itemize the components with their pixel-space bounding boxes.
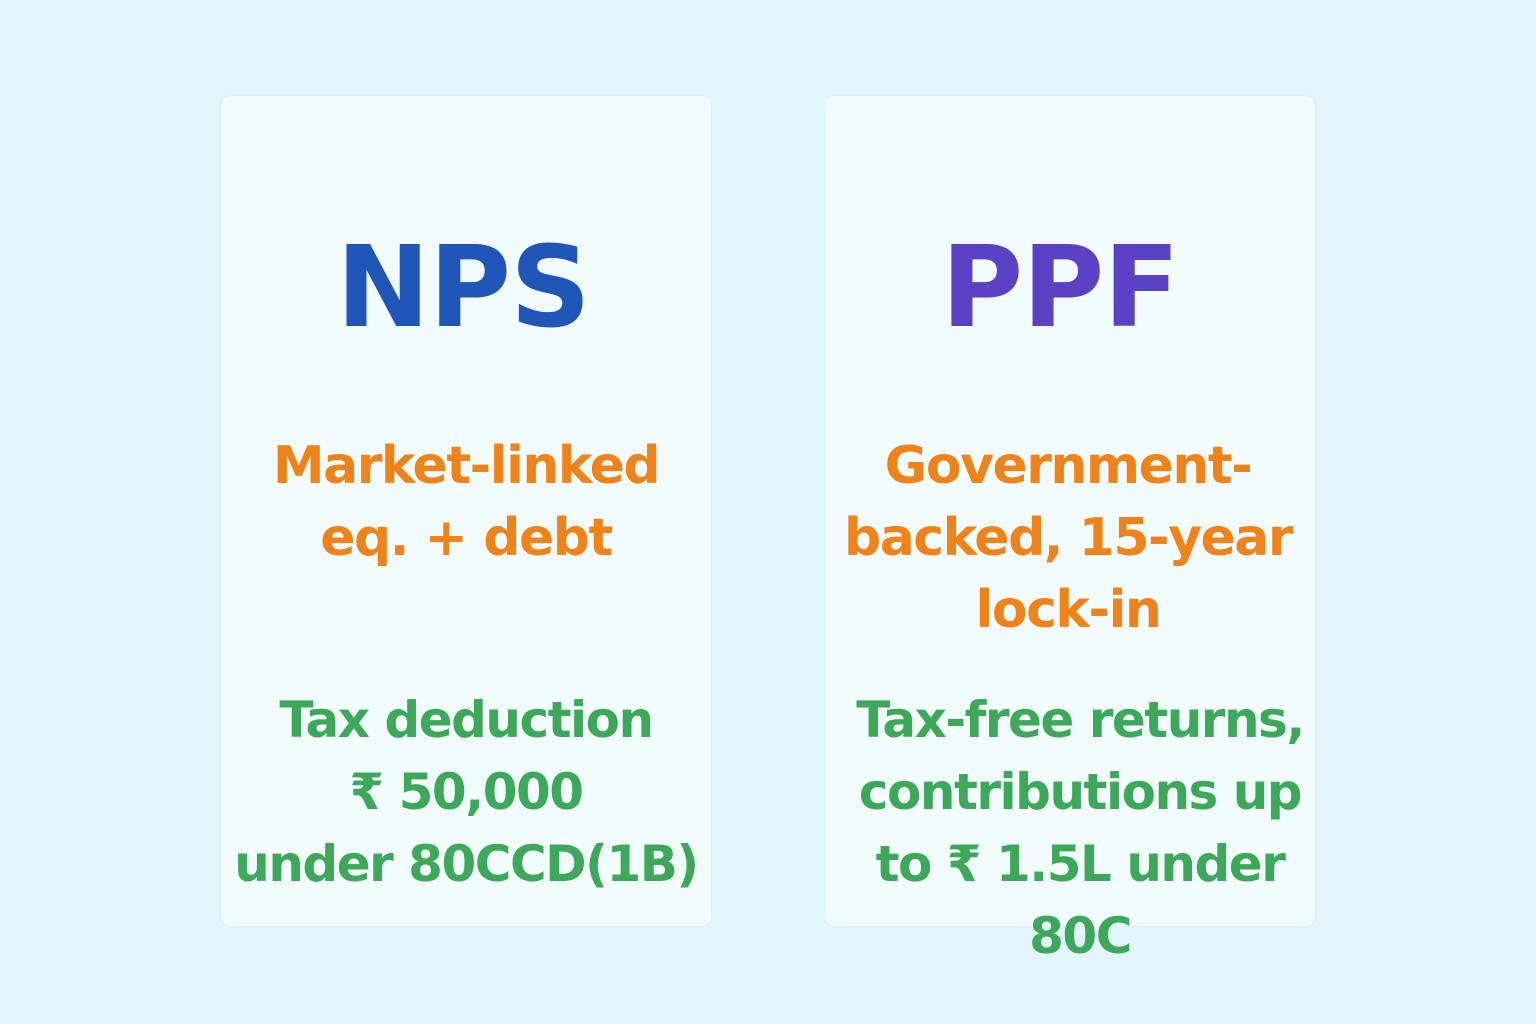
ppf-benefit-line: to ₹ 1.5L under [875,835,1286,893]
ppf-tax-benefit: Tax-free returns, contributions up to ₹ … [835,684,1325,972]
nps-feature-line: Market-linked [272,436,661,496]
nps-benefit-line: ₹ 50,000 [349,763,584,821]
ppf-title: PPF [941,223,1180,353]
ppf-feature-line: lock-in [975,580,1162,640]
ppf-feature: Government- backed, 15-year lock-in [823,430,1313,646]
ppf-feature-line: Government- [884,436,1253,496]
ppf-benefit-line: 80C [1029,907,1132,965]
ppf-feature-line: backed, 15-year [843,508,1294,568]
nps-benefit-line: Tax deduction [279,691,654,749]
nps-title: NPS [336,223,590,353]
nps-tax-benefit: Tax deduction ₹ 50,000 under 80CCD(1B) [221,684,711,900]
nps-benefit-line: under 80CCD(1B) [234,835,699,893]
nps-card: NPS Market-linked eq. + debt Tax deducti… [221,96,711,926]
nps-feature-line: eq. + debt [320,508,613,568]
ppf-benefit-line: contributions up [858,763,1303,821]
nps-feature: Market-linked eq. + debt [221,430,711,574]
ppf-benefit-line: Tax-free returns, [856,691,1305,749]
ppf-card: PPF Government- backed, 15-year lock-in … [823,96,1315,965]
